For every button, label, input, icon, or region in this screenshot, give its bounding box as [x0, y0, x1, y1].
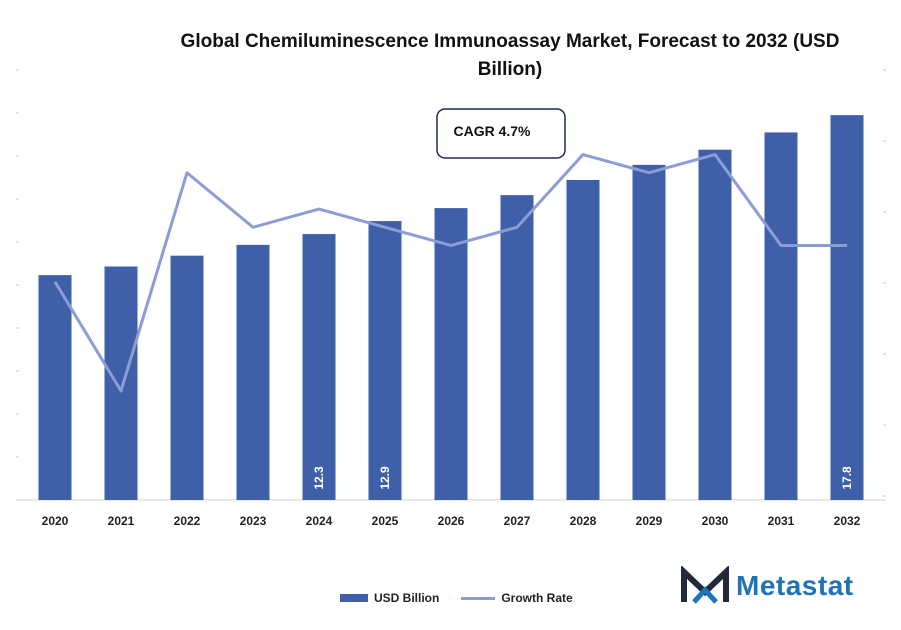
legend-label-growth-rate: Growth Rate [501, 591, 573, 605]
bar-2026 [434, 208, 468, 501]
bar-2031 [764, 132, 798, 500]
bar-data-label: 12.3 [312, 466, 326, 490]
bar-2021 [104, 266, 138, 500]
x-tick-label: 2031 [768, 514, 795, 528]
bar-2029 [632, 164, 666, 500]
x-axis-labels: 2020 2021 2022 2023 2024 2025 2026 2027 2028 2029… [42, 514, 861, 528]
x-tick-label: 2021 [108, 514, 135, 528]
x-tick-label: 2020 [42, 514, 69, 528]
x-tick-label: 2025 [372, 514, 399, 528]
bar-2028 [566, 180, 600, 500]
x-tick-label: 2022 [174, 514, 201, 528]
chart-title: Global Chemiluminescence Immunoassay Mar… [180, 31, 840, 80]
bar-data-label: 12.9 [378, 466, 392, 490]
growth-rate-series [53, 153, 847, 393]
legend-label-usd-billion: USD Billion [374, 591, 440, 605]
cagr-label: CAGR 4.7% [453, 123, 531, 139]
bar-series [38, 115, 864, 501]
x-tick-label: 2029 [636, 514, 663, 528]
growth-rate-line [53, 153, 847, 393]
legend-swatch-line [461, 596, 496, 600]
bar-2020 [38, 275, 72, 500]
x-tick-label: 2028 [570, 514, 597, 528]
legend: USD Billion Growth Rate [340, 588, 595, 608]
x-tick-label: 2024 [306, 514, 333, 528]
cagr-box [436, 108, 566, 159]
legend-item-usd-billion: USD Billion [340, 591, 439, 605]
bar-2023 [236, 244, 270, 500]
bar-2022 [170, 255, 204, 500]
bar-data-labels: 12.3 12.9 17.8 [312, 466, 854, 490]
legend-swatch-bar [340, 594, 368, 602]
x-tick-label: 2026 [438, 514, 465, 528]
x-tick-label: 2023 [240, 514, 267, 528]
legend-item-growth-rate: Growth Rate [461, 591, 573, 605]
metastat-logo-icon [681, 566, 729, 604]
bar-2032 [830, 115, 864, 500]
right-axis-ticks [883, 69, 886, 497]
cagr-annotation: CAGR 4.7% [436, 108, 566, 159]
x-tick-label: 2030 [702, 514, 729, 528]
metastat-logo: Metastat [680, 566, 854, 606]
bar-2025 [368, 221, 402, 500]
x-tick-label: 2027 [504, 514, 531, 528]
bar-2027 [500, 195, 534, 500]
bar-2024 [302, 234, 336, 500]
bar-2030 [698, 149, 732, 500]
left-axis-ticks [16, 69, 19, 501]
x-tick-label: 2032 [834, 514, 861, 528]
bar-data-label: 17.8 [840, 466, 854, 490]
logo-text: Metastat [736, 570, 854, 601]
